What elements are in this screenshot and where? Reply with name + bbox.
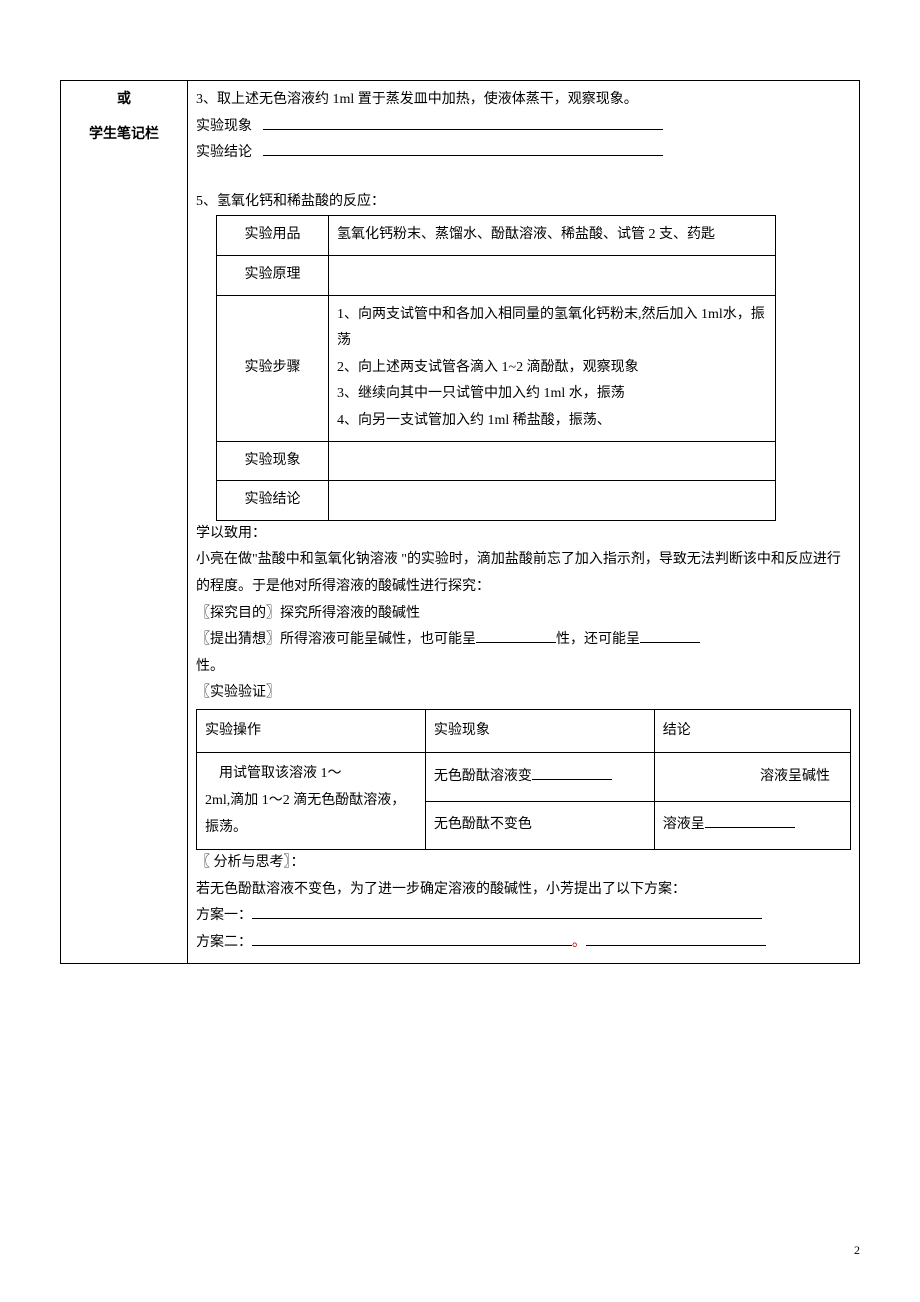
- section3-phenomenon: 实验现象: [196, 114, 851, 141]
- plan-1: 方案一：: [196, 903, 851, 930]
- step-4: 4、向另一支试管加入约 1ml 稀盐酸，振荡、: [337, 408, 767, 435]
- blank-line[interactable]: [640, 628, 700, 643]
- verify-h3: 结论: [654, 709, 850, 753]
- blank-line[interactable]: [586, 931, 766, 946]
- section5-title: 5、氢氧化钙和稀盐酸的反应：: [196, 189, 851, 216]
- apply-analyze-p: 若无色酚酞溶液不变色，为了进一步确定溶液的酸碱性，小芳提出了以下方案：: [196, 877, 851, 904]
- r1c2a: 无色酚酞溶液变: [434, 769, 532, 784]
- sidebar-or: 或: [69, 87, 179, 114]
- label-conclusion: 实验结论: [196, 145, 252, 160]
- hyp-a: 〖提出猜想〗所得溶液可能呈碱性，也可能呈: [196, 632, 476, 647]
- row-phenomenon-val[interactable]: [329, 441, 776, 481]
- worksheet-table: 或 学生笔记栏 3、取上述无色溶液约 1ml 置于蒸发皿中加热，使液体蒸干，观察…: [60, 80, 860, 964]
- row-items-val: 氢氧化钙粉末、蒸馏水、酚酞溶液、稀盐酸、试管 2 支、药匙: [329, 216, 776, 256]
- apply-verify: 〖实验验证〗: [196, 680, 851, 707]
- verify-r2c3: 溶液呈: [654, 801, 850, 849]
- hyp-b: 性，还可能呈: [556, 632, 640, 647]
- row-steps-label: 实验步骤: [217, 295, 329, 441]
- row-conclusion-val[interactable]: [329, 481, 776, 521]
- step-3: 3、继续向其中一只试管中加入约 1ml 水，振荡: [337, 381, 767, 408]
- blank-line[interactable]: [476, 628, 556, 643]
- content-cell: 3、取上述无色溶液约 1ml 置于蒸发皿中加热，使液体蒸干，观察现象。 实验现象…: [188, 81, 860, 964]
- sidebar-notes: 学生笔记栏: [69, 122, 179, 149]
- verify-r1c2: 无色酚酞溶液变: [425, 753, 654, 801]
- row-steps-val: 1、向两支试管中和各加入相同量的氢氧化钙粉末,然后加入 1ml水，振荡 2、向上…: [329, 295, 776, 441]
- red-mark: 。: [572, 935, 586, 950]
- verify-h2: 实验现象: [425, 709, 654, 753]
- blank-line[interactable]: [705, 813, 795, 828]
- apply-p1: 小亮在做"盐酸中和氢氧化钠溶液 "的实验时，滴加盐酸前忘了加入指示剂，导致无法判…: [196, 547, 851, 600]
- section3-title: 3、取上述无色溶液约 1ml 置于蒸发皿中加热，使液体蒸干，观察现象。: [196, 87, 851, 114]
- blank-line[interactable]: [263, 115, 663, 130]
- apply-analyze-heading: 〖 分析与思考〗：: [196, 850, 851, 877]
- row-conclusion-label: 实验结论: [217, 481, 329, 521]
- verify-h1: 实验操作: [197, 709, 426, 753]
- step-2: 2、向上述两支试管各滴入 1~2 滴酚酞，观察现象: [337, 355, 767, 382]
- blank-line[interactable]: [252, 904, 762, 919]
- plan1-label: 方案一：: [196, 908, 252, 923]
- verify-r2c2: 无色酚酞不变色: [425, 801, 654, 849]
- row-principle-label: 实验原理: [217, 255, 329, 295]
- step-1: 1、向两支试管中和各加入相同量的氢氧化钙粉末,然后加入 1ml水，振荡: [337, 302, 767, 355]
- page-number: 2: [854, 1239, 860, 1262]
- row-items-label: 实验用品: [217, 216, 329, 256]
- apply-quote: "盐酸中和氢氧化钠溶液 ": [252, 552, 407, 567]
- blank-line[interactable]: [263, 141, 663, 156]
- sidebar-cell: 或 学生笔记栏: [61, 81, 188, 964]
- plan2-label: 方案二：: [196, 935, 252, 950]
- verify-table: 实验操作 实验现象 结论 用试管取该溶液 1～2ml,滴加 1～2 滴无色酚酞溶…: [196, 709, 851, 850]
- row-principle-val[interactable]: [329, 255, 776, 295]
- plan-2: 方案二： 。: [196, 930, 851, 957]
- apply-heading: 学以致用：: [196, 521, 851, 548]
- section3-conclusion: 实验结论: [196, 140, 851, 167]
- blank-line[interactable]: [532, 765, 612, 780]
- experiment-table: 实验用品 氢氧化钙粉末、蒸馏水、酚酞溶液、稀盐酸、试管 2 支、药匙 实验原理 …: [216, 215, 776, 520]
- verify-op: 用试管取该溶液 1～2ml,滴加 1～2 滴无色酚酞溶液，振荡。: [197, 753, 426, 850]
- apply-hypothesis: 〖提出猜想〗所得溶液可能呈碱性，也可能呈 性，还可能呈: [196, 627, 851, 654]
- apply-p1a: 小亮在做: [196, 552, 252, 567]
- r2c3a: 溶液呈: [663, 817, 705, 832]
- apply-hyp-c: 性。: [196, 654, 851, 681]
- row-phenomenon-label: 实验现象: [217, 441, 329, 481]
- label-phenomenon: 实验现象: [196, 119, 252, 134]
- apply-goal: 〖探究目的〗探究所得溶液的酸碱性: [196, 601, 851, 628]
- verify-r1c3: 溶液呈碱性: [654, 753, 850, 801]
- blank-line[interactable]: [252, 931, 572, 946]
